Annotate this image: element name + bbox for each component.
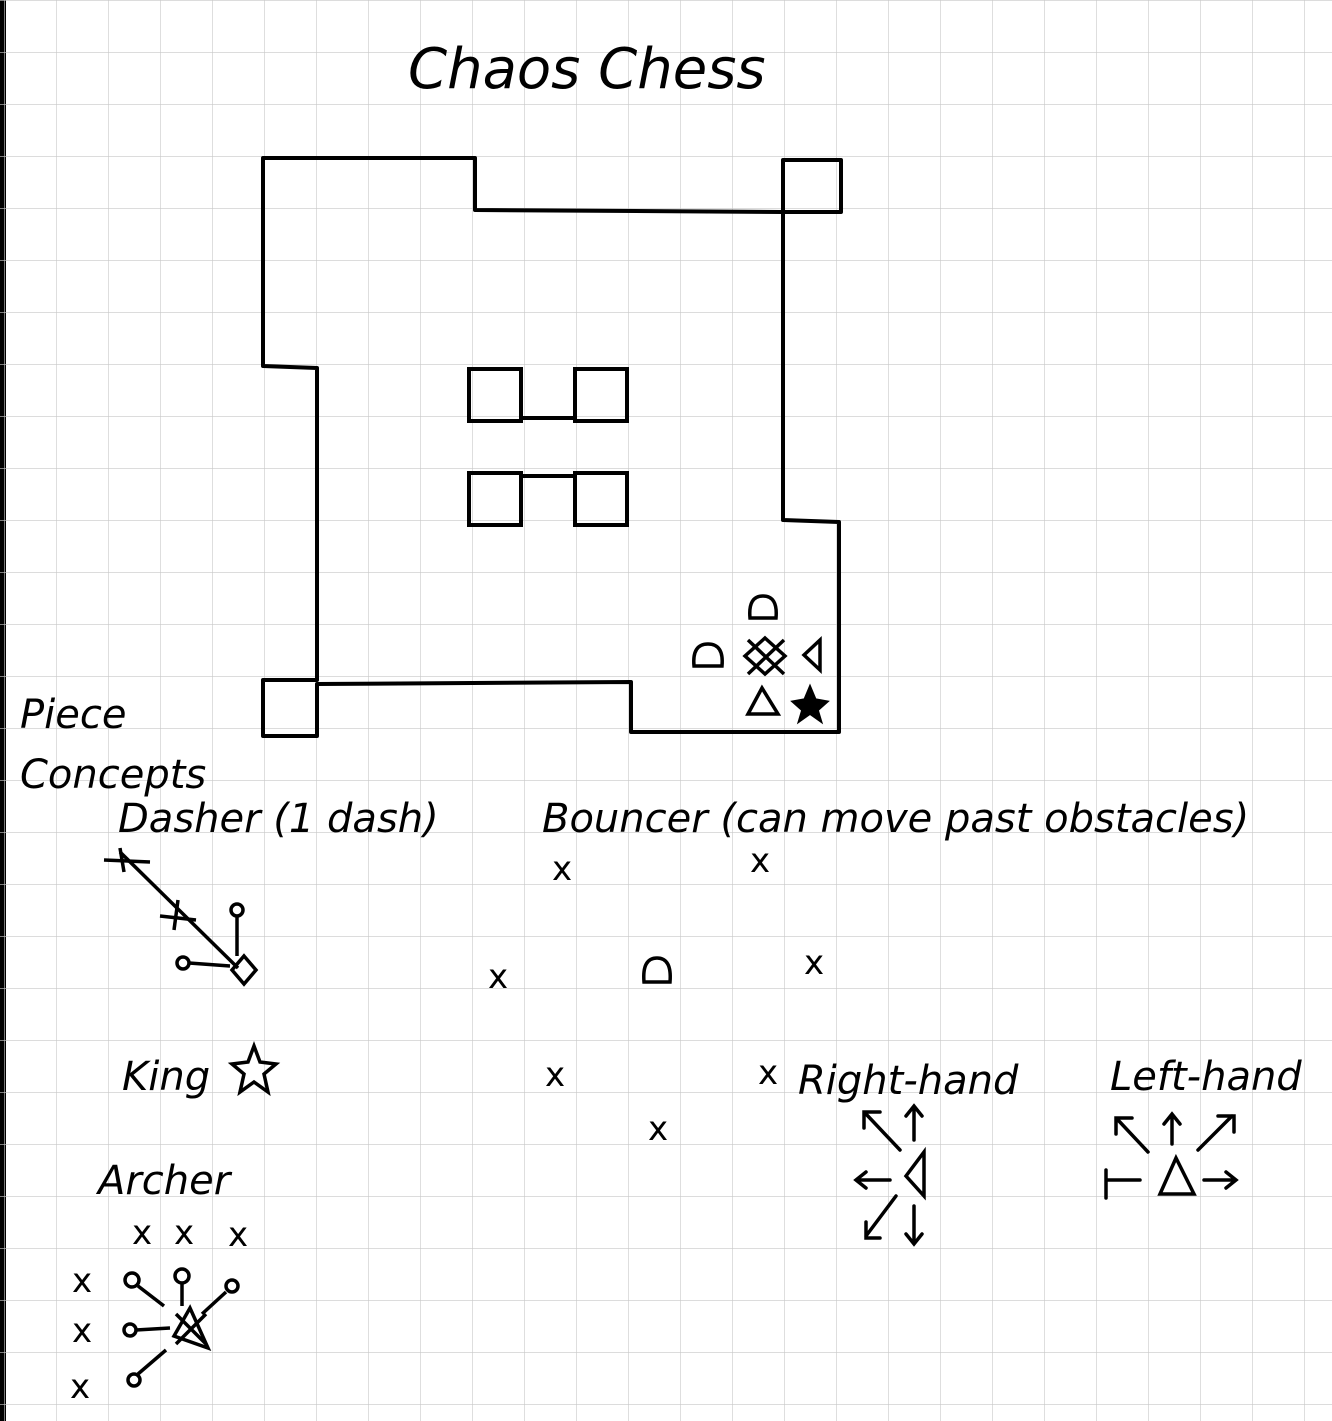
dash-target-x — [103, 858, 151, 864]
left-hand-diagram — [1104, 1111, 1239, 1200]
board-border — [261, 156, 843, 738]
bouncer-piece-icon — [642, 956, 672, 984]
arrow-up-icon — [904, 1103, 924, 1142]
bouncer-piece-icon — [692, 642, 724, 668]
dash-mid-x — [172, 899, 180, 931]
dash-target-x — [118, 847, 126, 873]
archer-move-line — [200, 1290, 228, 1316]
obstacle-top-right — [573, 367, 629, 423]
obstacle-top-left — [467, 367, 523, 423]
section-heading-line2: Concepts — [20, 752, 206, 798]
archer-move-dot — [224, 1278, 240, 1294]
archer-target-mark: x — [70, 1367, 90, 1407]
archer-move-line — [136, 1348, 168, 1376]
king-piece-icon — [790, 683, 830, 725]
obstacle-bottom-right — [573, 471, 629, 527]
arrow-down-left-icon — [864, 1194, 898, 1240]
arrow-up-icon — [1162, 1111, 1182, 1146]
board-outline — [261, 156, 843, 738]
archer-target-mark: x — [72, 1311, 92, 1351]
obstacle-bottom-left — [467, 471, 523, 527]
archer-target-mark: x — [72, 1261, 92, 1301]
bouncer-target-mark: x — [552, 849, 572, 889]
king-label: King — [122, 1054, 210, 1100]
arrow-up-left-icon — [862, 1110, 902, 1152]
arrow-left-icon — [1104, 1168, 1142, 1200]
right-hand-piece-icon — [801, 635, 822, 675]
right-hand-piece-icon — [903, 1146, 926, 1201]
dasher-diagram — [103, 847, 259, 987]
archer-targets: x x x x x x — [70, 1213, 248, 1407]
left-hand-piece-icon — [745, 684, 782, 716]
right-hand-diagram — [853, 1103, 926, 1247]
adjacent-move-line — [188, 961, 231, 968]
archer-move-line — [136, 1284, 166, 1308]
dasher-label: Dasher (1 dash) — [118, 796, 439, 842]
archer-label: Archer — [95, 1158, 233, 1204]
arrow-right-icon — [1202, 1170, 1239, 1190]
dasher-cross-icon — [746, 638, 786, 676]
bouncer-targets: x x x x x x x — [488, 841, 824, 1149]
page-title: Chaos Chess — [408, 37, 766, 102]
archer-target-mark: x — [174, 1213, 194, 1253]
archer-diagram — [122, 1267, 240, 1388]
bouncer-target-mark: x — [648, 1109, 668, 1149]
archer-move-dot — [123, 1271, 141, 1289]
bouncer-target-mark: x — [750, 841, 770, 881]
left-hand-label: Left-hand — [1110, 1054, 1302, 1100]
dasher-piece-icon — [742, 635, 788, 677]
arrow-down-icon — [904, 1204, 924, 1247]
arrow-up-left-icon — [1114, 1116, 1150, 1154]
bouncer-target-mark: x — [758, 1053, 778, 1093]
section-heading-line1: Piece — [20, 692, 126, 738]
archer-target-mark: x — [132, 1213, 152, 1253]
bouncer-target-mark: x — [545, 1055, 565, 1095]
left-hand-piece-icon — [1157, 1153, 1197, 1196]
bouncer-target-mark: x — [488, 957, 508, 997]
bouncer-piece-icon — [748, 594, 778, 620]
dasher-piece-icon — [229, 953, 259, 987]
dash-path — [118, 850, 240, 970]
archer-move-line — [135, 1326, 171, 1332]
bouncer-target-mark: x — [804, 943, 824, 983]
king-piece-icon — [227, 1041, 281, 1097]
archer-target-mark: x — [228, 1215, 248, 1255]
archer-cross-icon — [174, 1312, 208, 1346]
arrow-up-right-icon — [1196, 1114, 1236, 1152]
center-obstacles — [467, 367, 629, 527]
bouncer-label: Bouncer (can move past obstacles) — [542, 796, 1249, 842]
dash-mid-x — [159, 914, 197, 922]
starting-pieces — [692, 594, 830, 725]
arrow-left-icon — [853, 1170, 892, 1190]
archer-move-dot — [126, 1372, 142, 1388]
right-hand-label: Right-hand — [798, 1058, 1019, 1104]
